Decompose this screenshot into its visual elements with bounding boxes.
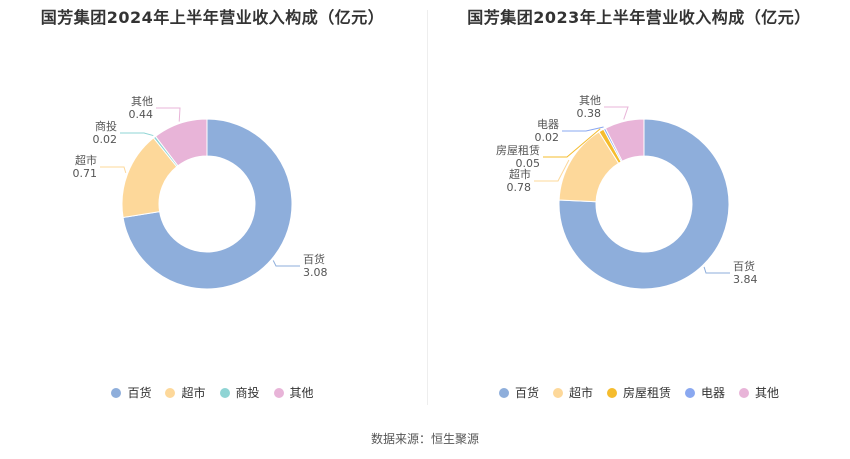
slice-value-label: 3.08 <box>303 266 328 279</box>
label-leader-line-3 <box>562 126 604 132</box>
slice-value-label: 0.38 <box>577 107 602 120</box>
legend: 百货 超市 房屋租赁 电器 其他 <box>428 384 850 401</box>
legend-label: 超市 <box>181 386 206 400</box>
slice-category-label: 其他 <box>579 94 601 107</box>
legend-swatch <box>498 387 509 398</box>
legend-label: 百货 <box>127 386 152 400</box>
legend-item[interactable]: 电器 <box>685 384 725 401</box>
legend-label: 超市 <box>568 386 593 400</box>
legend-swatch <box>685 387 695 398</box>
label-leader-line-4 <box>604 106 629 120</box>
legend-item[interactable]: 商投 <box>219 384 260 401</box>
legend-item[interactable]: 百货 <box>498 384 539 401</box>
legend-label: 房屋租赁 <box>622 386 671 400</box>
legend-label: 电器 <box>701 386 726 400</box>
legend-item[interactable]: 超市 <box>552 384 593 401</box>
donut-slice-0[interactable] <box>558 118 730 290</box>
slice-value-label: 0.71 <box>73 167 98 180</box>
label-leader-line-3 <box>156 107 181 122</box>
label-leader-line-2 <box>120 132 154 137</box>
legend-swatch <box>739 387 750 398</box>
legend-swatch <box>606 387 617 398</box>
legend-swatch <box>273 387 284 398</box>
legend-label: 商投 <box>235 386 260 400</box>
slice-value-label: 0.02 <box>93 133 118 146</box>
label-leader-line-1 <box>100 166 127 174</box>
legend-swatch <box>219 387 230 398</box>
label-leader-line-2 <box>543 128 601 158</box>
slice-category-label: 房屋租赁 <box>496 143 540 157</box>
slice-value-label: 0.02 <box>535 131 560 144</box>
donut-slice-3[interactable] <box>154 118 208 167</box>
legend-label: 其他 <box>755 386 780 400</box>
legend-item[interactable]: 超市 <box>165 384 206 401</box>
legend-item[interactable]: 其他 <box>273 384 314 401</box>
legend: 百货 超市 商投 其他 <box>0 384 425 401</box>
slice-category-label: 百货 <box>733 259 755 273</box>
slice-category-label: 其他 <box>131 95 153 108</box>
slice-value-label: 0.78 <box>507 181 532 194</box>
legend-item[interactable]: 其他 <box>739 384 779 401</box>
label-leader-line-0 <box>272 260 300 267</box>
chart-title: 国芳集团2024年上半年营业收入构成（亿元） <box>40 8 385 27</box>
slice-value-label: 0.44 <box>129 108 154 121</box>
donut-slice-0[interactable] <box>122 118 293 290</box>
slice-category-label: 超市 <box>509 167 531 181</box>
slice-value-label: 3.84 <box>733 273 758 286</box>
label-leader-line-0 <box>703 266 730 274</box>
divider <box>427 10 428 405</box>
legend-item[interactable]: 百货 <box>111 384 151 401</box>
legend-label: 百货 <box>514 386 539 400</box>
legend-swatch <box>111 387 122 398</box>
legend-item[interactable]: 房屋租赁 <box>606 384 671 401</box>
legend-swatch <box>165 387 176 398</box>
donut-slice-4[interactable] <box>604 118 645 162</box>
data-source: 数据来源：恒生聚源 <box>370 432 479 446</box>
slice-category-label: 百货 <box>303 252 325 266</box>
chart-title: 国芳集团2023年上半年营业收入构成（亿元） <box>467 8 811 27</box>
slice-category-label: 超市 <box>75 153 97 167</box>
slice-category-label: 商投 <box>95 119 117 133</box>
slice-category-label: 电器 <box>537 118 559 131</box>
legend-swatch <box>552 387 563 398</box>
legend-label: 其他 <box>289 386 314 400</box>
chart-panel-2023: 国芳集团2023年上半年营业收入构成（亿元） 百货 3.84 超市 0.78 房屋租赁 0… <box>428 0 850 410</box>
donut-chart: 百货3.08 超市0.71 商投0.02 其他0.44 <box>73 95 328 290</box>
chart-panel-2024: 国芳集团2024年上半年营业收入构成（亿元） 百货 3.08 超市 0.71 商投 0.0… <box>0 0 425 410</box>
slice-value-label: 0.05 <box>516 157 541 170</box>
label-leader-line-1 <box>534 159 570 182</box>
